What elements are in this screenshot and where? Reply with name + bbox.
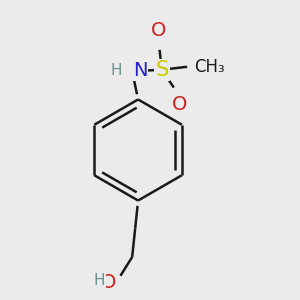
Text: O: O bbox=[172, 95, 188, 114]
Text: H: H bbox=[94, 273, 105, 288]
Text: CH₃: CH₃ bbox=[195, 58, 225, 76]
Text: H: H bbox=[110, 63, 122, 78]
Text: S: S bbox=[155, 60, 169, 80]
Text: N: N bbox=[133, 61, 147, 80]
Text: O: O bbox=[151, 21, 166, 40]
Text: O: O bbox=[100, 273, 116, 292]
